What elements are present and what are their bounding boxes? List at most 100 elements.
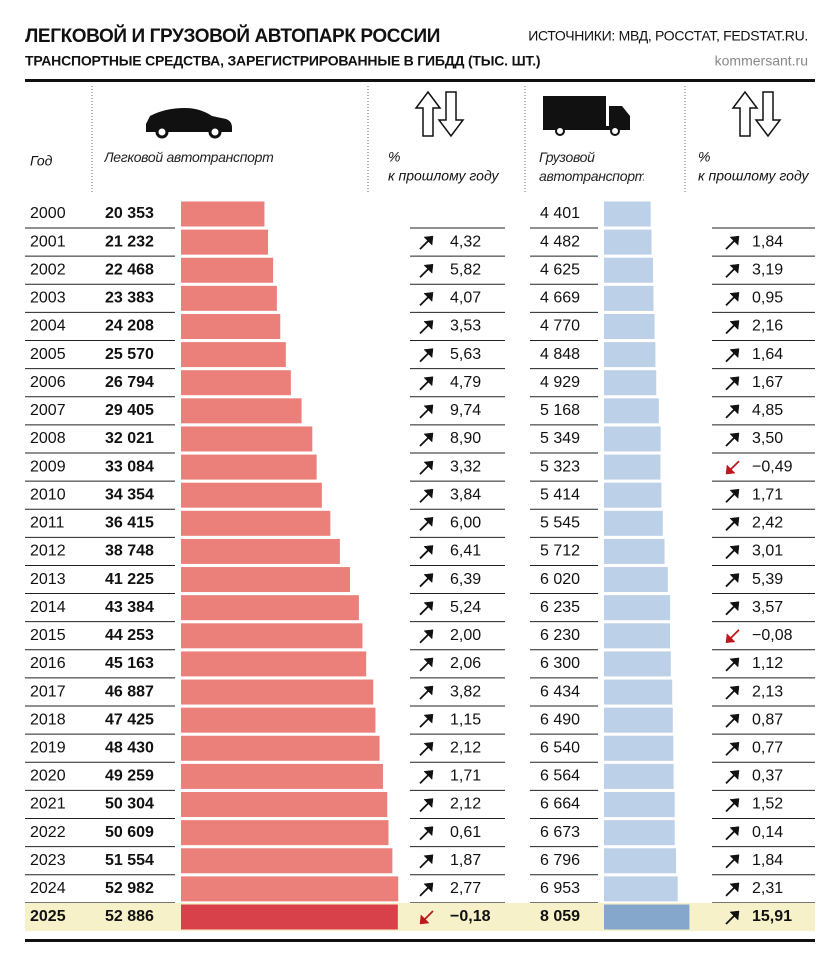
trend-arrow [419, 545, 434, 560]
bar [604, 820, 675, 846]
change-label: 3,57 [752, 599, 783, 616]
value-label: 5 545 [540, 515, 580, 532]
year-label: 2022 [30, 824, 66, 841]
trend-arrow [725, 910, 740, 925]
trend-arrow [419, 601, 434, 616]
year-label: 2016 [30, 655, 66, 672]
value-label: 41 225 [105, 571, 154, 588]
change-label: −0,08 [752, 627, 793, 644]
trend-arrow-head [423, 376, 434, 387]
value-label: 6 300 [540, 655, 580, 672]
truck-icon [543, 96, 630, 136]
trend-arrow [725, 404, 740, 419]
value-label: 6 230 [540, 627, 580, 644]
trend-arrow [725, 488, 740, 503]
change-label: 0,95 [752, 290, 783, 307]
bar [604, 595, 671, 621]
trend-arrow-head [423, 235, 434, 246]
value-label: 4 401 [540, 205, 580, 222]
value-label: 36 415 [105, 515, 154, 532]
trend-arrow-head [423, 320, 434, 331]
value-label: 4 482 [540, 233, 580, 250]
bar [181, 763, 383, 789]
trend-arrow [419, 517, 434, 531]
bar [181, 651, 367, 677]
value-label: 51 554 [105, 852, 154, 869]
trend-arrow-head [423, 432, 434, 443]
value-label: 24 208 [105, 318, 154, 335]
year-label: 2005 [30, 346, 66, 363]
year-label: 2017 [30, 683, 66, 700]
bottom-rule [25, 939, 815, 942]
subtitle: ТРАНСПОРТНЫЕ СРЕДСТВА, ЗАРЕГИСТРИРОВАННЫ… [25, 53, 540, 69]
value-label: 29 405 [105, 402, 154, 419]
change-label: 1,52 [752, 796, 783, 813]
change-label: 1,67 [752, 374, 783, 391]
value-label: 4 669 [540, 290, 580, 307]
change-label: 4,07 [450, 290, 481, 307]
bar [181, 876, 399, 902]
trend-arrow-head [729, 770, 740, 780]
trend-arrow-head [725, 464, 736, 475]
trend-arrow [419, 713, 434, 728]
value-label: 6 235 [540, 599, 580, 616]
trend-arrow-head [423, 460, 434, 471]
trend-arrow [725, 601, 740, 616]
trend-arrow-head [423, 629, 434, 640]
bar [604, 482, 662, 508]
trend-arrow [419, 460, 434, 475]
value-label: 6 434 [540, 683, 580, 700]
trend-arrow [725, 432, 740, 447]
trend-arrow-head [729, 601, 740, 612]
trend-arrow [419, 404, 434, 419]
change-label: 0,14 [752, 824, 783, 841]
trend-arrow-head [729, 685, 740, 696]
change-label: 5,82 [450, 261, 481, 278]
title: ЛЕГКОВОЙ И ГРУЗОВОЙ АВТОПАРК РОССИИ [25, 25, 440, 47]
trend-arrow [725, 798, 740, 813]
change-label: 3,84 [450, 486, 481, 503]
value-label: 48 430 [105, 739, 154, 756]
bar [604, 567, 668, 593]
trend-arrow-head [729, 798, 740, 809]
source: ИСТОЧНИКИ: МВД, РОССТАТ, FEDSTAT.RU. [528, 28, 808, 44]
value-label: 8 059 [540, 908, 580, 925]
trend-arrow [725, 770, 740, 785]
trend-arrow-head [729, 741, 740, 752]
change-label: 3,01 [752, 543, 783, 560]
value-label: 52 982 [105, 880, 154, 897]
bar [604, 257, 654, 283]
value-label: 5 323 [540, 458, 580, 475]
trend-arrow-head [729, 348, 740, 359]
bar [181, 567, 351, 593]
value-label: 4 848 [540, 346, 580, 363]
change-label: 4,79 [450, 374, 481, 391]
value-label: 25 570 [105, 346, 154, 363]
trend-arrow [725, 854, 740, 869]
change-label: 1,12 [752, 655, 783, 672]
trend-arrow-head [423, 263, 434, 274]
value-label: 47 425 [105, 711, 154, 728]
bar [604, 342, 656, 368]
bar [604, 876, 678, 902]
value-label: 5 349 [540, 430, 580, 447]
change-label: 2,31 [752, 880, 783, 897]
trend-arrow-head [423, 770, 434, 780]
bar [181, 792, 388, 818]
year-label: 2006 [30, 374, 66, 391]
change-label: 1,84 [752, 233, 783, 250]
trend-arrow [725, 713, 740, 728]
year-label: 2024 [30, 880, 66, 897]
trend-arrow [419, 741, 434, 756]
trend-arrow-head [729, 376, 740, 387]
trend-arrow [725, 348, 740, 363]
change-label: 2,16 [752, 318, 783, 335]
year-label: 2023 [30, 852, 66, 869]
value-label: 45 163 [105, 655, 154, 672]
trend-arrow [419, 685, 434, 700]
change-label: 5,39 [752, 571, 783, 588]
change-label: 1,71 [752, 486, 783, 503]
change-label: 2,12 [450, 796, 481, 813]
bar [181, 848, 393, 874]
